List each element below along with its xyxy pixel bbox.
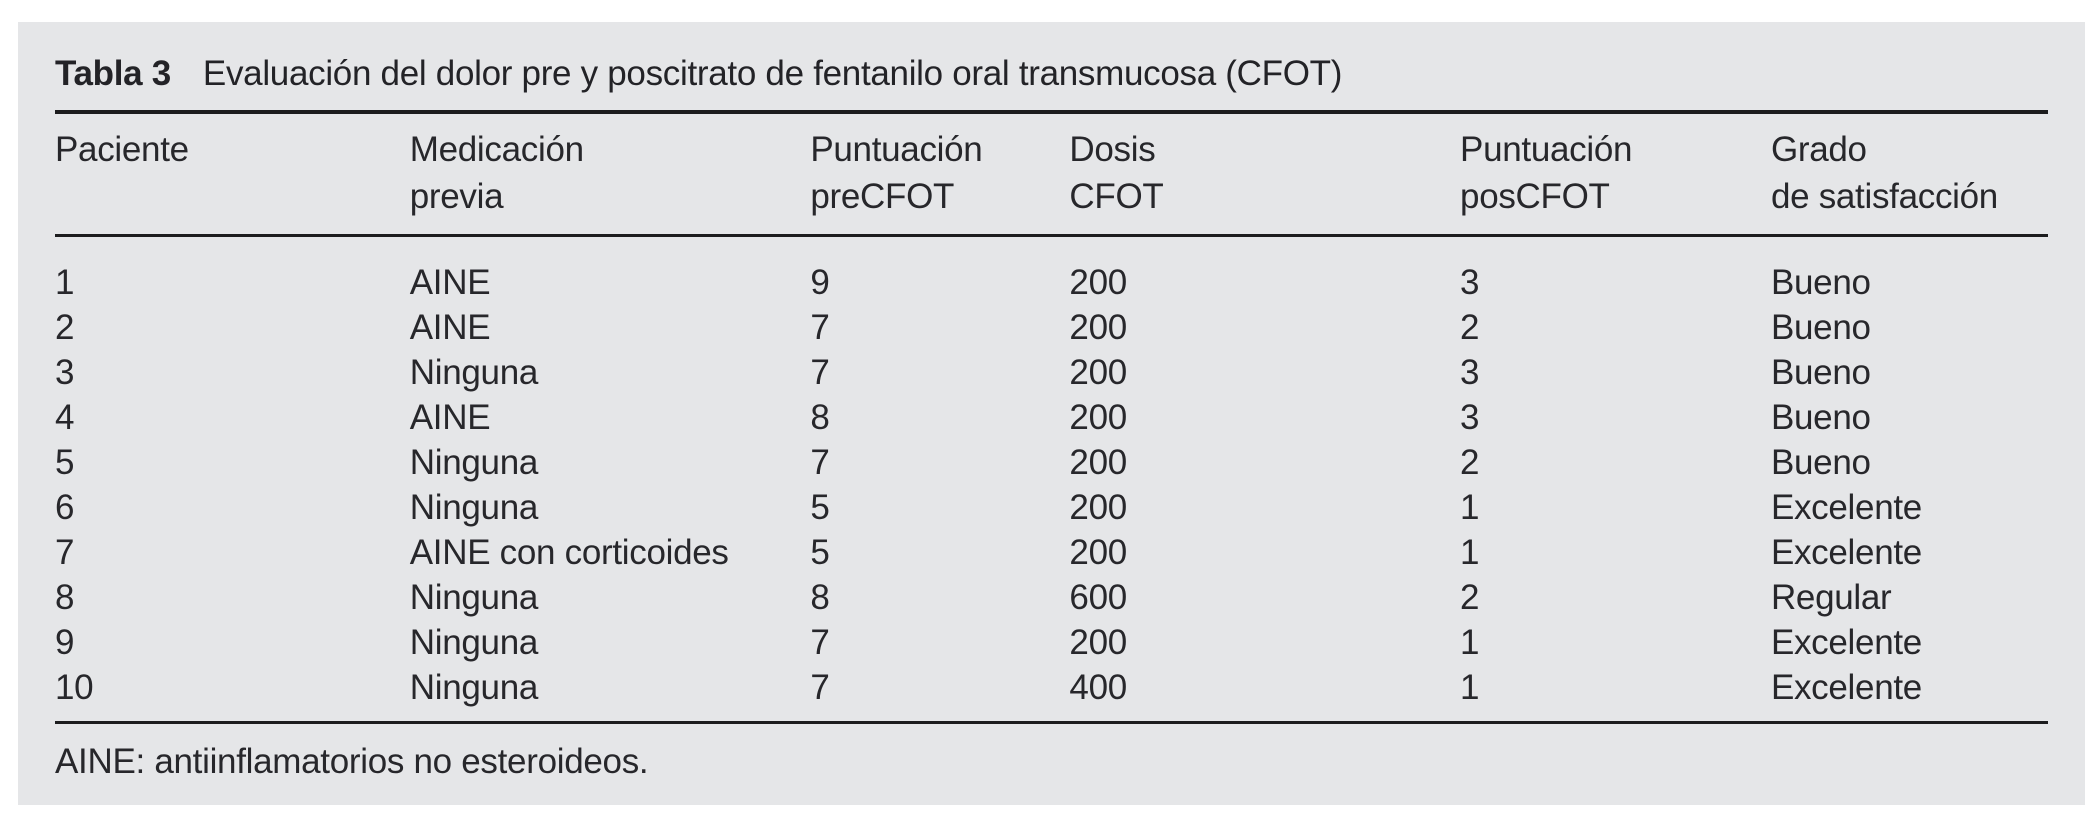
table-cell: 7: [810, 668, 830, 707]
table-cell: 7: [810, 443, 830, 482]
table-row: 4 AINE 8 200 3 Bueno: [55, 395, 2048, 440]
header-line: Dosis: [1069, 130, 1156, 169]
table-row: 7 AINE con corticoides 5 200 1 Excelente: [55, 530, 2048, 575]
column-header-dosis-cfot: Dosis CFOT: [1069, 110, 1461, 237]
data-table: Paciente Medicación previa Puntuación pr…: [55, 110, 2048, 724]
table-cell: 7: [810, 308, 830, 347]
table-cell: 400: [1069, 668, 1127, 707]
table-cell: 600: [1069, 578, 1127, 617]
table-body: 1 AINE 9 200 3 Bueno 2 AINE 7 200 2 Bueno 3 Ninguna 7 2…: [55, 236, 2048, 723]
table-cell: 7: [55, 533, 75, 572]
table-cell: 1: [1460, 488, 1480, 527]
table-cell: 2: [55, 308, 75, 347]
header-line: Grado: [1770, 130, 1867, 169]
table-cell: 5: [55, 443, 75, 482]
table-cell: Excelente: [1770, 668, 1922, 707]
table-cell: 3: [1460, 353, 1480, 392]
table-cell: 9: [810, 263, 830, 302]
column-header-paciente: Paciente: [55, 110, 410, 237]
table-card: Tabla 3 Evaluación del dolor pre y posci…: [18, 22, 2085, 805]
table-cell: Ninguna: [409, 668, 539, 707]
table-row: 5 Ninguna 7 200 2 Bueno: [55, 440, 2048, 485]
table-row: 8 Ninguna 8 600 2 Regular: [55, 575, 2048, 620]
table-row: 9 Ninguna 7 200 1 Excelente: [55, 620, 2048, 665]
table-label: Tabla 3: [55, 54, 171, 93]
table-caption: Tabla 3 Evaluación del dolor pre y posci…: [55, 22, 2048, 110]
table-cell: 1: [1460, 533, 1480, 572]
table-cell: AINE: [409, 263, 491, 302]
header-line: preCFOT: [810, 177, 955, 216]
table-cell: 200: [1069, 533, 1127, 572]
table-cell: Excelente: [1770, 623, 1922, 662]
table-cell: AINE: [409, 398, 491, 437]
table-cell: 200: [1069, 353, 1127, 392]
header-line: Puntuación: [1460, 130, 1633, 169]
table-cell: 200: [1069, 443, 1127, 482]
table-cell: 4: [55, 398, 75, 437]
table-row: 2 AINE 7 200 2 Bueno: [55, 305, 2048, 350]
table-cell: 1: [1460, 623, 1480, 662]
table-cell: 3: [1460, 263, 1480, 302]
table-cell: Excelente: [1770, 533, 1922, 572]
table-cell: 1: [1460, 668, 1480, 707]
table-cell: Bueno: [1770, 443, 1871, 482]
header-line: de satisfacción: [1770, 177, 1998, 216]
table-cell: 5: [810, 488, 830, 527]
table-header-row: Paciente Medicación previa Puntuación pr…: [55, 110, 2048, 237]
header-line: CFOT: [1069, 177, 1164, 216]
table-cell: Bueno: [1770, 398, 1871, 437]
header-line: Puntuación: [810, 130, 983, 169]
table-cell: 10: [55, 668, 94, 707]
table-cell: 200: [1069, 308, 1127, 347]
table-cell: 9: [55, 623, 75, 662]
table-row: 1 AINE 9 200 3 Bueno: [55, 236, 2048, 306]
table-cell: 1: [55, 263, 75, 302]
table-cell: 200: [1069, 263, 1127, 302]
table-cell: AINE con corticoides: [409, 533, 729, 572]
table-cell: 200: [1069, 398, 1127, 437]
column-header-puntuacion-precfot: Puntuación preCFOT: [810, 110, 1070, 237]
table-cell: 7: [810, 353, 830, 392]
header-line: previa: [409, 177, 504, 216]
table-cell: 2: [1460, 308, 1480, 347]
table-cell: 2: [1460, 578, 1480, 617]
header-line: Paciente: [55, 130, 189, 169]
column-header-puntuacion-poscfot: Puntuación posCFOT: [1460, 110, 1771, 237]
table-row: 3 Ninguna 7 200 3 Bueno: [55, 350, 2048, 395]
column-header-grado-satisfaccion: Grado de satisfacción: [1770, 110, 2048, 237]
table-header: Paciente Medicación previa Puntuación pr…: [55, 110, 2048, 237]
table-cell: 3: [1460, 398, 1480, 437]
table-cell: 200: [1069, 488, 1127, 527]
table-cell: Ninguna: [409, 623, 539, 662]
table-cell: 2: [1460, 443, 1480, 482]
table-cell: Bueno: [1770, 308, 1871, 347]
table-title: Evaluación del dolor pre y poscitrato de…: [202, 54, 1343, 93]
table-cell: 7: [810, 623, 830, 662]
header-line: posCFOT: [1460, 177, 1610, 216]
table-cell: Regular: [1770, 578, 1892, 617]
table-cell: Excelente: [1770, 488, 1922, 527]
table-cell: Ninguna: [409, 443, 539, 482]
table-row: 6 Ninguna 5 200 1 Excelente: [55, 485, 2048, 530]
table-cell: Bueno: [1770, 353, 1871, 392]
table-cell: Bueno: [1770, 263, 1871, 302]
table-cell: 200: [1069, 623, 1127, 662]
table-cell: 6: [55, 488, 75, 527]
table-cell: Ninguna: [409, 353, 539, 392]
column-header-medicacion-previa: Medicación previa: [409, 110, 811, 237]
table-cell: Ninguna: [409, 578, 539, 617]
table-cell: 5: [810, 533, 830, 572]
table-footnote: AINE: antiinflamatorios no esteroideos.: [55, 742, 649, 781]
table-cell: 8: [55, 578, 75, 617]
table-cell: AINE: [409, 308, 491, 347]
header-line: Medicación: [409, 130, 584, 169]
table-cell: 8: [810, 398, 830, 437]
table-cell: 3: [55, 353, 75, 392]
table-cell: Ninguna: [409, 488, 539, 527]
table-cell: 8: [810, 578, 830, 617]
table-row: 10 Ninguna 7 400 1 Excelente: [55, 665, 2048, 723]
